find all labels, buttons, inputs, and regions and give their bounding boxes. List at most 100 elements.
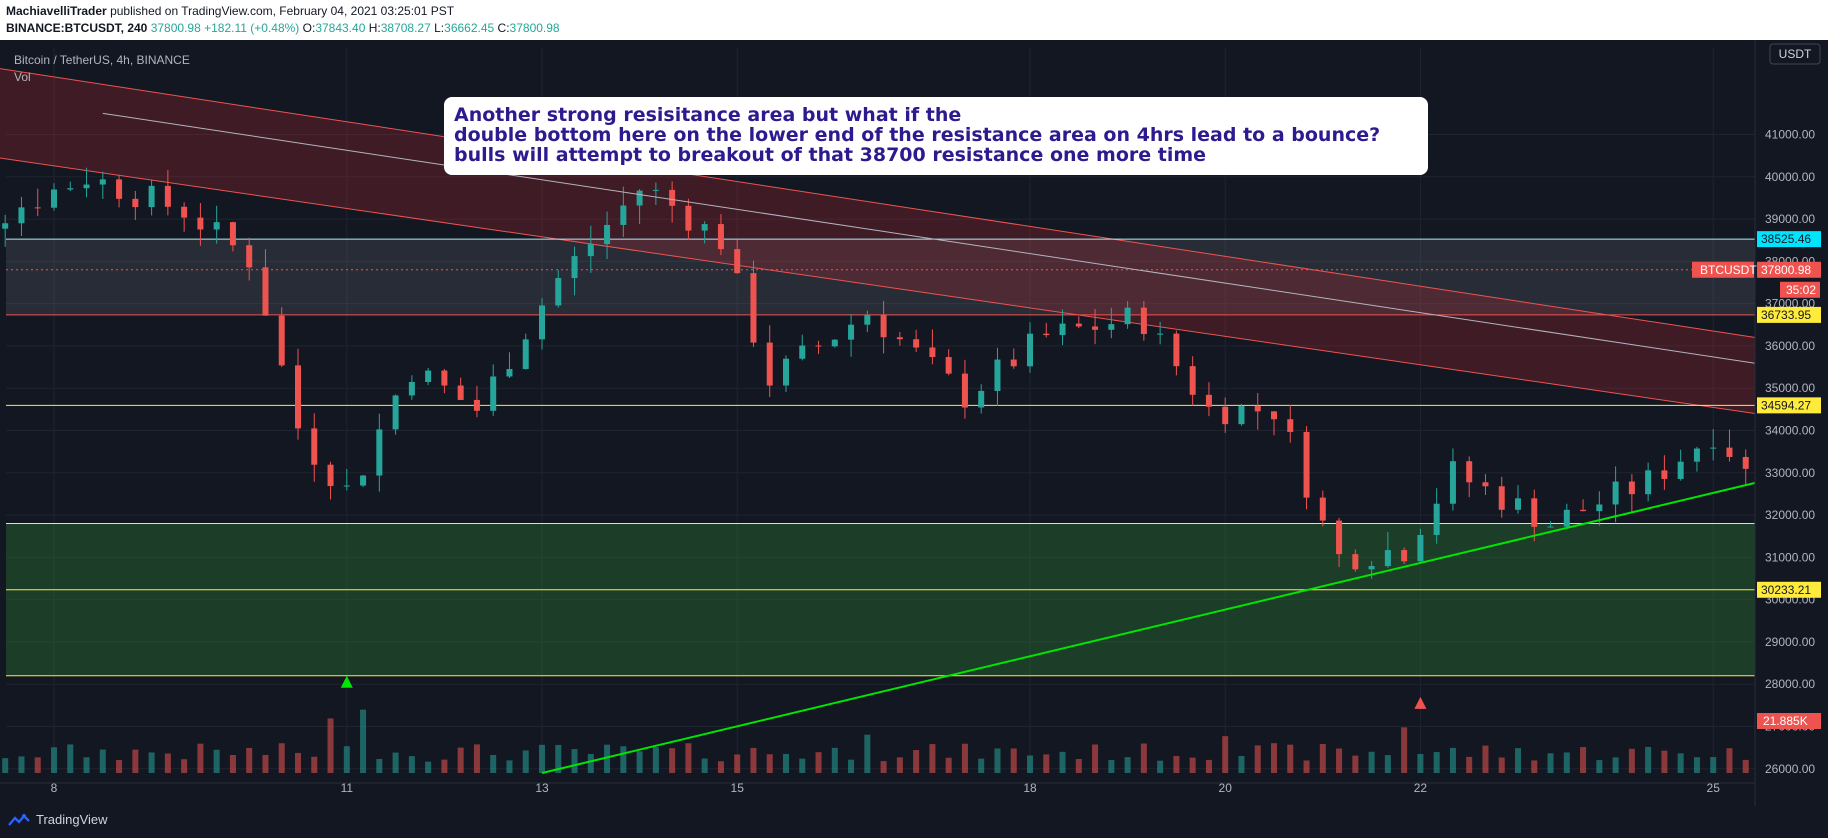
candle-body [1271, 411, 1277, 420]
currency-button[interactable] [1769, 43, 1821, 65]
volume-bar [278, 743, 285, 773]
volume-bar [116, 759, 123, 773]
volume-bar [1352, 755, 1359, 773]
volume-bar [799, 758, 806, 773]
volume-bar [1075, 759, 1082, 773]
countdown-label: 35:02 [1786, 283, 1816, 297]
volume-bar [1417, 753, 1424, 773]
candle-body [148, 185, 155, 208]
price-change: +182.11 (+0.48%) [204, 21, 300, 35]
candle-body [1124, 307, 1131, 325]
candle-body [1108, 324, 1115, 330]
price-tag-label: 36733.95 [1761, 308, 1811, 322]
candle-body [327, 464, 334, 487]
price-tick-label: 39000.00 [1765, 212, 1815, 226]
volume-bar [1222, 736, 1229, 773]
volume-bar [83, 757, 90, 773]
volume-bar [408, 756, 415, 773]
volume-bar [1254, 745, 1261, 773]
volume-bar [1205, 759, 1212, 773]
green-up-arrow-icon [340, 675, 353, 688]
volume-bar [945, 757, 952, 773]
candle-body [506, 369, 513, 377]
volume-tag-label: 21.885K [1763, 714, 1808, 728]
volume-legend[interactable]: Vol [14, 70, 31, 84]
volume-bar [669, 748, 676, 773]
candle-body [246, 245, 253, 268]
volume-bar [360, 709, 367, 773]
instrument-legend[interactable]: Bitcoin / TetherUS, 4h, BINANCE [14, 53, 190, 67]
volume-bar [1612, 757, 1619, 773]
volume-bar [1563, 752, 1570, 773]
volume-bar [164, 753, 171, 773]
resistance-zone [6, 239, 1755, 315]
volume-bar [1124, 757, 1131, 773]
candle-body [669, 189, 676, 206]
candle-body [1628, 481, 1635, 495]
candle-body [961, 373, 968, 408]
candle-body [978, 390, 985, 408]
volume-bar [766, 754, 773, 773]
volume-bar [913, 749, 920, 773]
volume-bar [555, 744, 562, 773]
volume-bar [604, 744, 611, 773]
candle-body [913, 339, 920, 348]
volume-bar [441, 759, 448, 773]
candle-body [295, 365, 301, 429]
candle-body [1287, 419, 1294, 432]
annotation-callout[interactable]: Another strong resisitance area but what… [444, 97, 1428, 175]
candle-body [1368, 566, 1375, 570]
candle-body [652, 189, 659, 191]
volume-bar [327, 718, 334, 773]
currency-label: USDT [1779, 47, 1812, 61]
volume-bar [864, 734, 871, 773]
price-tick-label: 26000.00 [1765, 762, 1815, 776]
volume-bar [148, 752, 155, 773]
candle-body [229, 222, 236, 246]
price-axis[interactable] [1755, 40, 1828, 806]
volume-bar [1043, 754, 1050, 773]
volume-bar [1303, 760, 1310, 773]
volume-bar [1498, 757, 1505, 773]
volume-bar [734, 754, 741, 773]
volume-bar [1401, 727, 1408, 773]
candle-body [1661, 470, 1668, 479]
candle-body [197, 217, 204, 230]
volume-bar [831, 747, 838, 773]
candle-body [1417, 534, 1424, 562]
volume-tag [1757, 713, 1821, 729]
candle-body [1336, 520, 1343, 555]
candle-body [587, 244, 594, 257]
price-tick-label: 28000.00 [1765, 677, 1815, 691]
chart-footer: TradingView [0, 806, 1828, 838]
price-tag [1757, 306, 1821, 323]
candle-body [457, 385, 464, 400]
countdown-tag [1780, 281, 1820, 298]
candle-body [1303, 431, 1310, 498]
tradingview-brand[interactable]: TradingView [8, 812, 108, 827]
volume-bar [929, 744, 936, 773]
price-tick-label: 33000.00 [1765, 466, 1815, 480]
price-tick-label: 29000.00 [1765, 635, 1815, 649]
price-tag-label: 30233.21 [1761, 583, 1811, 597]
candle-body [67, 188, 74, 190]
candle-body [1010, 359, 1017, 367]
time-tick-label: 11 [341, 781, 354, 795]
price-tag-label: 34594.27 [1761, 398, 1811, 412]
volume-bar [1140, 743, 1147, 773]
tradingview-brand-label: TradingView [36, 812, 108, 827]
price-tag [1757, 397, 1821, 414]
annotation-line-1: Another strong resisitance area but what… [454, 104, 962, 126]
candle-body [311, 428, 318, 465]
candle-body [701, 224, 708, 231]
price-tick-label: 34000.00 [1765, 424, 1815, 438]
candle-body [1254, 405, 1261, 412]
candle-body [1482, 482, 1489, 487]
support-trend-line[interactable] [541, 467, 1816, 774]
volume-bar [311, 756, 318, 773]
volume-bar [1726, 748, 1733, 773]
candle-body [1384, 550, 1391, 567]
author-name[interactable]: MachiavelliTrader [6, 4, 107, 18]
volume-bar [1742, 759, 1749, 773]
ohlc-line: BINANCE:BTCUSDT, 240 37800.98 +182.11 (+… [6, 21, 560, 35]
